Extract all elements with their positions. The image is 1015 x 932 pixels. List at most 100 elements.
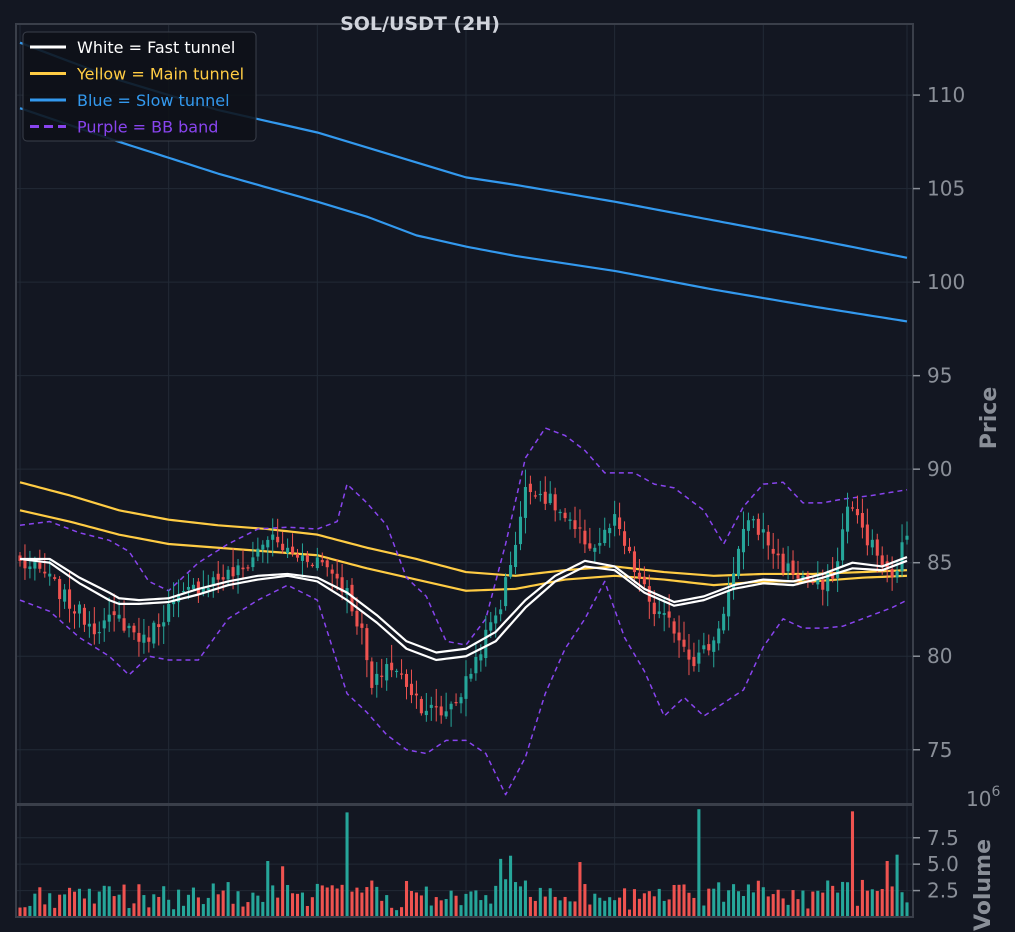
volume-bar xyxy=(771,894,775,917)
volume-bar xyxy=(206,897,210,917)
volume-tick-label: 2.5 xyxy=(927,879,959,903)
candle-body xyxy=(528,483,532,493)
candle-body xyxy=(722,613,726,631)
volume-bar xyxy=(627,909,632,917)
volume-bar xyxy=(28,905,32,917)
candle-body xyxy=(766,531,770,546)
volume-bar xyxy=(92,903,96,917)
volume-bar xyxy=(717,882,721,917)
volume-bar xyxy=(831,885,835,917)
candle-body xyxy=(246,567,250,569)
volume-bar xyxy=(677,884,681,917)
candle-body xyxy=(449,703,453,710)
candle-body xyxy=(459,697,463,704)
candle-body xyxy=(751,519,755,521)
candle-body xyxy=(509,565,513,577)
volume-bar xyxy=(836,892,840,917)
volume-bar xyxy=(112,896,116,917)
volume-bar xyxy=(127,908,131,917)
bb-band-lower xyxy=(19,580,908,796)
price-axis-label: Price xyxy=(977,387,1002,449)
volume-bar xyxy=(77,888,81,917)
volume-bar xyxy=(191,887,195,917)
candle-body xyxy=(741,528,746,553)
volume-bar xyxy=(18,907,22,917)
price-tick-label: 100 xyxy=(927,270,965,294)
volume-bar xyxy=(122,884,126,917)
legend-entry-label: Blue = Slow tunnel xyxy=(77,91,230,110)
volume-bar xyxy=(464,893,468,917)
volume-bar xyxy=(177,889,181,917)
candle-body xyxy=(300,555,304,561)
candle-body xyxy=(687,649,691,660)
candle-body xyxy=(548,493,552,504)
volume-bar xyxy=(736,891,741,917)
volume-bar xyxy=(196,897,200,917)
legend-entry-label: Purple = BB band xyxy=(77,118,218,137)
volume-bar xyxy=(236,891,240,917)
candle-body xyxy=(598,542,602,546)
volume-bar xyxy=(613,900,617,917)
volume-bar xyxy=(821,892,825,917)
candle-body xyxy=(627,546,632,552)
candle-body xyxy=(330,569,334,574)
volume-bar xyxy=(261,901,265,917)
candle-body xyxy=(732,573,736,590)
candle-body xyxy=(841,529,845,561)
volume-bar xyxy=(850,811,855,917)
volume-bar xyxy=(806,908,810,917)
volume-bar xyxy=(390,907,394,917)
volume-bar xyxy=(434,897,438,917)
volume-bar xyxy=(38,887,42,917)
volume-bar xyxy=(241,906,245,917)
volume-bar xyxy=(499,858,503,917)
volume-bar xyxy=(846,882,850,917)
volume-bar xyxy=(598,897,602,917)
candle-body xyxy=(355,610,359,627)
volume-bar xyxy=(657,888,661,917)
candle-body xyxy=(211,577,215,585)
price-tick-label: 95 xyxy=(927,364,952,388)
chart-title: SOL/USDT (2H) xyxy=(340,13,500,35)
volume-bar xyxy=(776,889,780,917)
candle-body xyxy=(558,511,562,514)
volume-bar xyxy=(647,891,651,917)
price-tick-label: 110 xyxy=(927,83,965,107)
volume-bar xyxy=(518,886,523,917)
candle-body xyxy=(865,524,869,546)
candle-body xyxy=(523,487,527,518)
candle-body xyxy=(434,706,438,708)
volume-bar xyxy=(365,887,369,917)
price-tick-label: 105 xyxy=(927,177,965,201)
candle-body xyxy=(87,623,91,627)
candle-body xyxy=(444,711,448,717)
volume-bar xyxy=(766,896,770,917)
legend-entry-label: Yellow = Main tunnel xyxy=(76,65,244,84)
volume-bar xyxy=(494,885,498,917)
candle-body xyxy=(479,654,483,661)
volume-bar xyxy=(741,896,746,917)
candle-body xyxy=(855,508,859,516)
volume-bar xyxy=(345,812,349,917)
volume-bar xyxy=(53,907,57,917)
candle-body xyxy=(395,670,399,673)
candle-body xyxy=(831,575,835,579)
candle-body xyxy=(791,560,795,575)
candle-body xyxy=(137,632,141,642)
candle-body xyxy=(157,624,161,628)
volume-bar xyxy=(801,890,805,917)
volume-bar xyxy=(340,884,344,917)
candle-body xyxy=(712,640,716,652)
volume-bar xyxy=(489,903,493,917)
volume-bar xyxy=(880,889,884,917)
volume-bar xyxy=(632,889,636,917)
candle-body xyxy=(469,673,473,679)
candle-body xyxy=(221,577,225,580)
candle-body xyxy=(216,573,220,580)
candle-body xyxy=(102,620,106,629)
candle-body xyxy=(657,611,661,615)
candle-body xyxy=(310,564,314,567)
candle-body xyxy=(518,516,523,545)
volume-bar xyxy=(251,892,255,917)
candle-body xyxy=(68,589,72,609)
